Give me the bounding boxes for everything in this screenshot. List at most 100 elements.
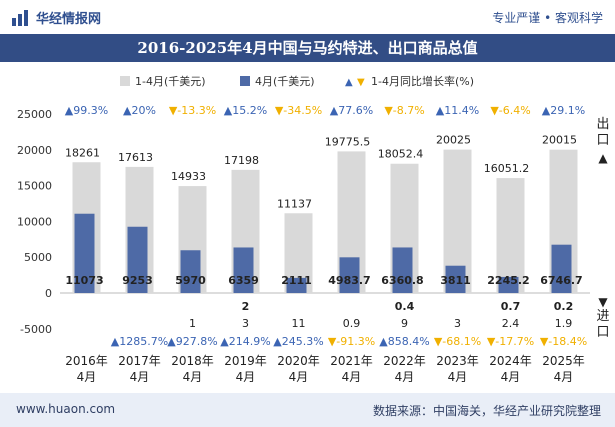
bar-month-label: 4983.7 [328,274,370,287]
x-tick-label-year: 2023年 [436,354,479,368]
y-tick-label: 15000 [17,180,52,193]
bar-cumulative-label: 14933 [171,170,206,183]
x-tick-label-year: 2019年 [224,354,267,368]
bar-month-label: 3811 [440,274,471,287]
import-growth-label: ▼-91.3% [328,335,375,348]
growth-rate-label: ▲77.6% [330,104,373,117]
bar-cumulative-label: 18261 [65,146,100,159]
export-arrow-icon: ▲ [598,151,608,165]
growth-rate-label: ▲29.1% [542,104,585,117]
import-month-label: 0.4 [395,300,415,313]
import-growth-label: ▲245.3% [273,335,323,348]
bar-cumulative-label: 17198 [224,154,259,167]
import-growth-label: ▲858.4% [379,335,429,348]
bar-cumulative-label: 19775.5 [325,135,371,148]
side-label-import: 口 [596,325,609,340]
legend-swatch-month [240,76,250,86]
data-source: 数据来源：中国海关，华经产业研究院整理 [373,402,601,419]
chart-page: 华经情报网 专业严谨 • 客观科学 2016-2025年4月中国与马约特进、出口… [0,0,615,427]
chart-title: 2016-2025年4月中国与马约特进、出口商品总值 [0,34,615,62]
chart-area: 1-4月(千美元) 4月(千美元) ▲ ▼ 1-4月同比增长率(%)2500020000… [0,62,615,393]
side-label-import: 进 [596,309,609,324]
x-tick-label-month: 4月 [342,370,362,384]
growth-rate-label: ▲15.2% [224,104,267,117]
import-cumulative-label: 9 [401,317,408,330]
growth-rate-label: ▲11.4% [436,104,479,117]
legend-label-growth: 1-4月同比增长率(%) [371,74,474,88]
import-cumulative-label: 11 [292,317,306,330]
import-month-label: 0.2 [554,300,574,313]
x-tick-label-year: 2020年 [277,354,320,368]
x-tick-label-month: 4月 [130,370,150,384]
x-tick-label-year: 2025年 [542,354,585,368]
y-tick-label: 5000 [24,251,52,264]
growth-rate-label: ▲99.3% [65,104,108,117]
growth-rate-label: ▲20% [123,104,156,117]
bar-month-label: 11073 [65,274,103,287]
bar-month-label: 9253 [122,274,153,287]
legend-swatch-cumulative [120,76,130,86]
legend-label-month: 4月(千美元) [255,75,315,88]
import-cumulative-label: 0.9 [343,317,361,330]
legend-down-marker: ▼ [357,77,365,88]
bar-month-label: 2111 [281,274,312,287]
y-tick-label: 0 [45,287,52,300]
bar-cumulative-label: 20015 [542,134,577,147]
import-growth-label: ▼-17.7% [487,335,534,348]
side-label-export: 出 [596,117,609,132]
bar-month-label: 6360.8 [381,274,423,287]
import-month-label: 2 [242,300,250,313]
growth-rate-label: ▼-34.5% [275,104,322,117]
slogan: 专业严谨 • 客观科学 [492,9,603,26]
x-tick-label-month: 4月 [289,370,309,384]
import-cumulative-label: 1.9 [555,317,573,330]
import-cumulative-label: 3 [242,317,249,330]
x-tick-label-month: 4月 [395,370,415,384]
legend-label-cumulative: 1-4月(千美元) [135,75,206,88]
legend-up-marker: ▲ [345,77,353,88]
import-growth-label: ▲214.9% [220,335,270,348]
bar-cumulative-label: 18052.4 [378,148,424,161]
import-growth-label: ▲927.8% [167,335,217,348]
import-arrow-icon: ▼ [598,295,608,309]
import-cumulative-label: 2.4 [502,317,520,330]
x-tick-label-month: 4月 [448,370,468,384]
y-tick-label: 25000 [17,108,52,121]
x-tick-label-month: 4月 [183,370,203,384]
import-cumulative-label: 1 [189,317,196,330]
import-cumulative-label: 3 [454,317,461,330]
x-tick-label-month: 4月 [554,370,574,384]
growth-rate-label: ▼-8.7% [384,104,424,117]
x-tick-label-month: 4月 [501,370,521,384]
bar-month-label: 2245.2 [487,274,529,287]
y-tick-label: 20000 [17,144,52,157]
bar-cumulative-label: 11137 [277,197,312,210]
y-tick-label: 10000 [17,215,52,228]
bar-month-label: 6359 [228,274,259,287]
logo-text: 华经情报网 [36,8,101,27]
x-tick-label-year: 2022年 [383,354,426,368]
bar-cumulative-label: 20025 [436,134,471,147]
top-bar: 华经情报网 专业严谨 • 客观科学 [0,0,615,34]
x-tick-label-year: 2016年 [65,354,108,368]
side-label-export: 口 [596,133,609,148]
bar-month-label: 6746.7 [540,274,582,287]
import-month-label: 0.7 [501,300,521,313]
x-tick-label-month: 4月 [236,370,256,384]
y-tick-label: -5000 [20,323,52,336]
bar-cumulative-label: 17613 [118,151,153,164]
x-tick-label-year: 2021年 [330,354,373,368]
import-growth-label: ▼-18.4% [540,335,587,348]
bar-cumulative-label: 16051.2 [484,162,530,175]
huaon-logo-icon [12,10,30,26]
x-tick-label-year: 2024年 [489,354,532,368]
x-tick-label-month: 4月 [77,370,97,384]
x-tick-label-year: 2017年 [118,354,161,368]
growth-rate-label: ▼-6.4% [490,104,530,117]
x-tick-label-year: 2018年 [171,354,214,368]
website-link[interactable]: www.huaon.com [16,402,115,416]
import-growth-label: ▲1285.7% [111,335,168,348]
growth-rate-label: ▼-13.3% [169,104,216,117]
bar-month-label: 5970 [175,274,206,287]
import-growth-label: ▼-68.1% [434,335,481,348]
